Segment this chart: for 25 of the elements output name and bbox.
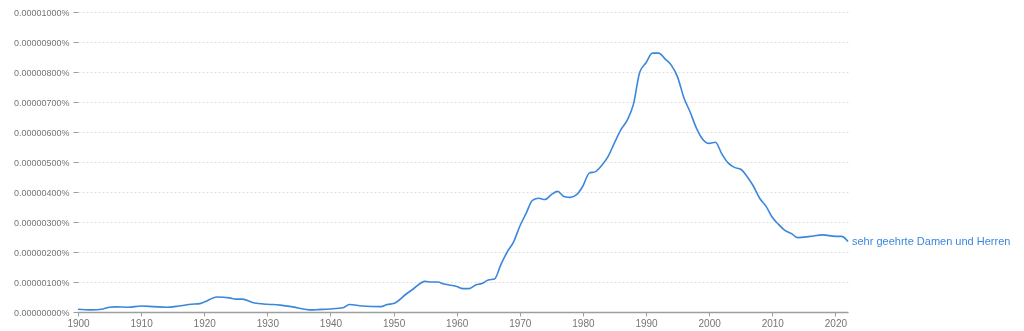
y-tick-label: 0.00000400% bbox=[13, 187, 70, 198]
y-tick-label: 0.00000900% bbox=[13, 37, 70, 48]
x-tick-label: 2000 bbox=[698, 317, 722, 329]
x-tick-label: 1970 bbox=[509, 317, 532, 329]
x-tick-label: 2010 bbox=[761, 317, 785, 329]
series-label: sehr geehrte Damen und Herren bbox=[852, 234, 1011, 247]
x-tick-label: 1910 bbox=[130, 317, 154, 329]
y-tick-label: 0.00000600% bbox=[13, 127, 70, 138]
y-tick-label: 0.00000200% bbox=[13, 247, 70, 258]
x-tick-label: 1980 bbox=[572, 317, 595, 329]
x-tick-label: 1900 bbox=[67, 317, 91, 329]
x-tick-label: 1920 bbox=[193, 317, 217, 329]
y-tick-label: 0.00000000% bbox=[13, 307, 70, 318]
x-tick-label: 2020 bbox=[824, 317, 848, 329]
y-tick-label: 0.00000800% bbox=[13, 67, 70, 78]
y-tick-label: 0.00000700% bbox=[13, 97, 70, 108]
x-tick-label: 1990 bbox=[635, 317, 659, 329]
y-tick-label: 0.00001000% bbox=[13, 7, 70, 18]
x-tick-label: 1940 bbox=[319, 317, 343, 329]
x-tick-label: 1930 bbox=[256, 317, 280, 329]
x-tick-label: 1950 bbox=[382, 317, 406, 329]
y-tick-label: 0.00000500% bbox=[13, 157, 70, 168]
y-tick-label: 0.00000300% bbox=[13, 217, 70, 228]
x-tick-label: 1960 bbox=[446, 317, 469, 329]
y-tick-label: 0.00000100% bbox=[13, 277, 70, 288]
